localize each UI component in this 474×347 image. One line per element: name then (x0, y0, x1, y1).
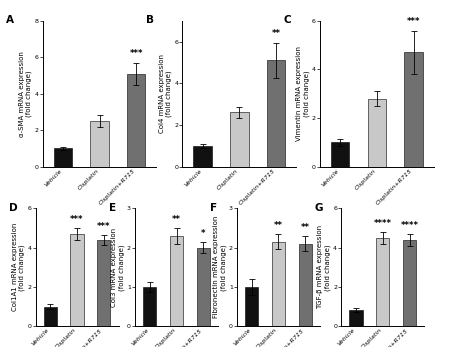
Bar (267, 60, 285, 167)
Y-axis label: Vimentin mRNA expression
(fold change): Vimentin mRNA expression (fold change) (296, 46, 310, 141)
Bar (349, 311, 363, 326)
Text: ****: **** (374, 219, 392, 228)
Bar (403, 240, 416, 326)
Y-axis label: Col4 mRNA expression
(fold change): Col4 mRNA expression (fold change) (159, 54, 172, 133)
Bar (331, 142, 349, 167)
Y-axis label: TGF-β mRNA expression
(fold change): TGF-β mRNA expression (fold change) (318, 225, 331, 309)
Text: A: A (6, 15, 14, 25)
Text: ***: *** (70, 215, 84, 224)
Text: **: ** (172, 215, 181, 224)
Bar (193, 146, 212, 167)
Bar (404, 52, 423, 167)
Bar (97, 240, 110, 326)
Text: **: ** (272, 29, 281, 38)
Text: **: ** (301, 223, 310, 232)
Y-axis label: α-SMA mRNA expression
(fold change): α-SMA mRNA expression (fold change) (19, 51, 32, 137)
Bar (91, 121, 109, 167)
Text: ***: *** (129, 49, 143, 58)
Bar (44, 306, 57, 326)
Bar (70, 234, 84, 326)
Bar (143, 287, 156, 326)
Bar (170, 236, 183, 326)
Y-axis label: Col3 mRNA expression
(fold change): Col3 mRNA expression (fold change) (111, 228, 125, 307)
Bar (127, 74, 146, 167)
Text: ***: *** (97, 222, 110, 231)
Text: C: C (283, 15, 291, 25)
Text: D: D (9, 203, 18, 213)
Y-axis label: Col1A1 mRNA expression
(fold change): Col1A1 mRNA expression (fold change) (12, 223, 25, 311)
Text: *: * (201, 229, 206, 238)
Text: F: F (210, 203, 218, 213)
Bar (230, 112, 248, 167)
Text: B: B (146, 15, 154, 25)
Bar (245, 287, 258, 326)
Text: E: E (109, 203, 116, 213)
Bar (54, 149, 72, 167)
Bar (299, 244, 312, 326)
Bar (368, 99, 386, 167)
Y-axis label: Fibronectin mRNA expression
(fold change): Fibronectin mRNA expression (fold change… (213, 216, 227, 319)
Text: **: ** (274, 221, 283, 230)
Bar (376, 238, 390, 326)
Text: ***: *** (407, 17, 420, 26)
Bar (272, 242, 285, 326)
Text: ****: **** (401, 221, 419, 230)
Text: G: G (315, 203, 323, 213)
Bar (197, 247, 210, 326)
